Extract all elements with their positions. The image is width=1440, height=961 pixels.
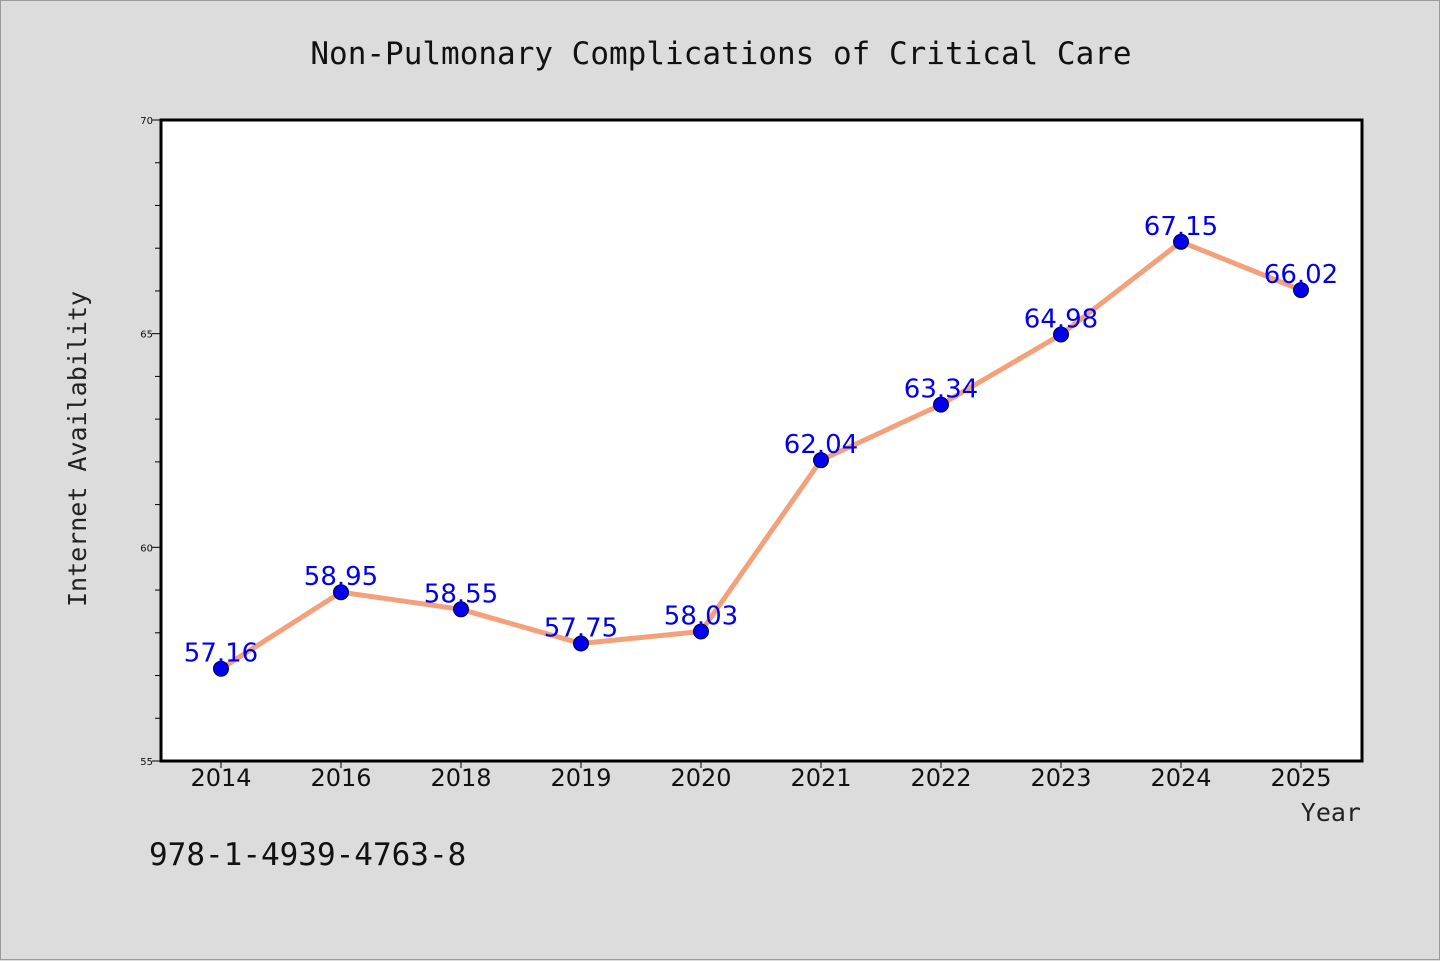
data-label: 63.34 bbox=[904, 375, 978, 405]
x-tick-label: 2024 bbox=[1150, 764, 1211, 792]
x-tick-label: 2022 bbox=[910, 764, 971, 792]
data-label: 64.98 bbox=[1024, 305, 1098, 335]
data-point bbox=[333, 584, 349, 601]
data-point bbox=[813, 452, 829, 469]
y-tick-label: 70 bbox=[140, 116, 153, 127]
y-tick-label: 60 bbox=[140, 543, 153, 554]
chart-title: Non-Pulmonary Complications of Critical … bbox=[310, 36, 1131, 72]
y-axis-ticks: 55 60 65 70 bbox=[140, 116, 161, 768]
data-label: 57.16 bbox=[184, 639, 258, 669]
x-axis-ticks: 2014 2016 2018 2019 2020 2021 2022 2023 2024 2025 bbox=[190, 761, 1332, 792]
data-label: 58.03 bbox=[664, 602, 738, 632]
data-point bbox=[1173, 233, 1189, 250]
data-point bbox=[213, 660, 229, 677]
data-point bbox=[573, 635, 589, 652]
data-label: 67.15 bbox=[1144, 212, 1218, 242]
x-tick-label: 2016 bbox=[310, 764, 371, 792]
x-tick-label: 2023 bbox=[1030, 764, 1091, 792]
data-point bbox=[1053, 326, 1069, 343]
data-point bbox=[1293, 282, 1309, 299]
data-label: 57.75 bbox=[544, 613, 618, 643]
x-tick-label: 2018 bbox=[430, 764, 491, 792]
data-label: 58.95 bbox=[304, 562, 378, 592]
data-point bbox=[693, 623, 709, 640]
data-point bbox=[453, 601, 469, 618]
isbn-text: 978-1-4939-4763-8 bbox=[149, 837, 466, 873]
series-line bbox=[218, 239, 1304, 672]
data-point bbox=[933, 396, 949, 413]
x-tick-label: 2025 bbox=[1270, 764, 1331, 792]
data-labels-layer: 57.16 58.95 58.55 57.75 58.03 62.04 63.34 64.98… bbox=[184, 212, 1338, 669]
plot-area bbox=[159, 118, 1364, 763]
data-label: 66.02 bbox=[1264, 260, 1338, 290]
data-label: 62.04 bbox=[784, 430, 858, 460]
y-tick-label: 55 bbox=[140, 757, 153, 768]
x-tick-label: 2014 bbox=[190, 764, 251, 792]
series-layer bbox=[213, 233, 1309, 677]
y-tick-label: 65 bbox=[140, 330, 153, 341]
x-tick-label: 2020 bbox=[670, 764, 731, 792]
x-tick-label: 2021 bbox=[790, 764, 851, 792]
x-tick-label: 2019 bbox=[550, 764, 611, 792]
y-axis-label: Internet Availability bbox=[63, 291, 92, 607]
data-label: 58.55 bbox=[424, 579, 498, 609]
x-axis-label: Year bbox=[1301, 798, 1361, 827]
